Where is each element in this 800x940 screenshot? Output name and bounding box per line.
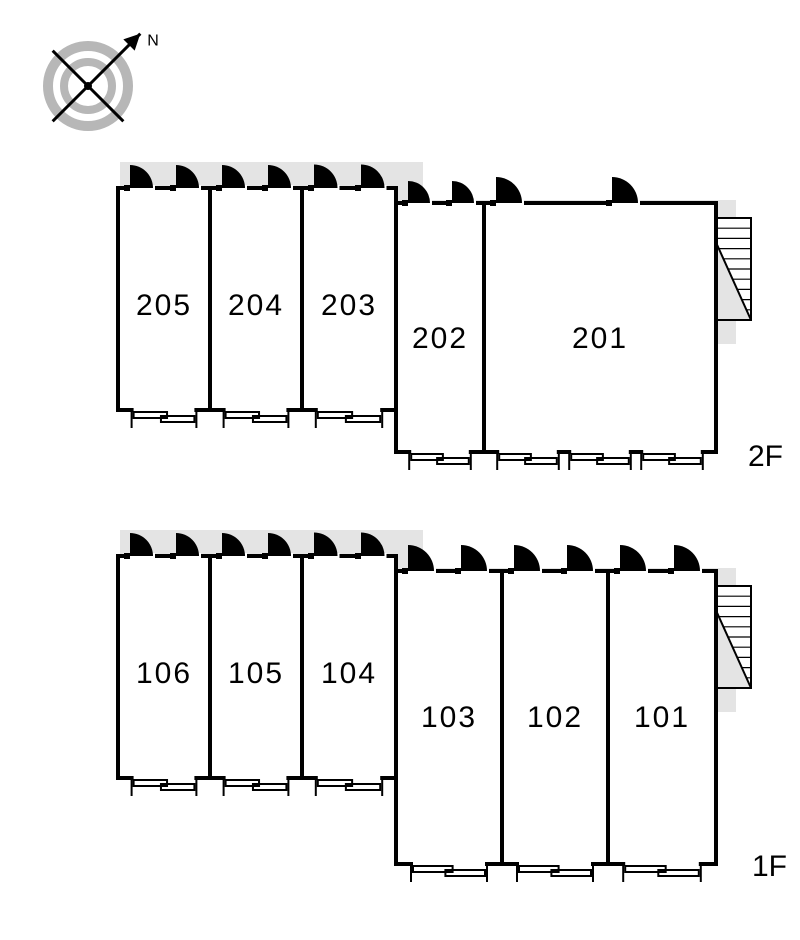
- floor-label: 2F: [748, 440, 783, 473]
- floor-2F: 205 204 203 202 201 2F: [118, 162, 783, 473]
- door-icon: [455, 545, 489, 574]
- window-icon: [316, 775, 382, 796]
- unit-104: 104: [302, 533, 396, 797]
- unit-105: 105: [210, 533, 302, 796]
- door-icon: [606, 177, 640, 206]
- unit-201: 201: [484, 177, 716, 470]
- window-icon: [641, 449, 703, 470]
- window-icon: [132, 775, 197, 796]
- window-icon: [316, 407, 382, 428]
- unit-205: 205: [118, 165, 210, 428]
- window-icon: [409, 449, 471, 470]
- window-icon: [517, 861, 593, 882]
- unit-106: 106: [118, 533, 210, 796]
- unit-label: 205: [136, 289, 192, 322]
- unit-label: 104: [321, 657, 377, 690]
- unit-label: 203: [321, 289, 377, 322]
- unit-label: 101: [634, 701, 690, 734]
- unit-204: 204: [210, 165, 302, 428]
- compass: N: [48, 33, 159, 126]
- unit-101: 101: [608, 545, 716, 882]
- unit-label: 202: [412, 322, 468, 355]
- door-icon: [614, 545, 648, 574]
- window-icon: [411, 861, 487, 882]
- unit-label: 201: [572, 322, 628, 355]
- unit-102: 102: [502, 545, 608, 882]
- floor-label: 1F: [752, 850, 787, 883]
- door-icon: [446, 181, 476, 206]
- window-icon: [224, 407, 289, 428]
- window-icon: [569, 449, 631, 470]
- door-icon: [508, 545, 542, 574]
- unit-label: 103: [421, 701, 477, 734]
- door-icon: [561, 545, 595, 574]
- door-icon: [668, 545, 702, 574]
- unit-103: 103: [396, 545, 502, 882]
- floor-1F: 106 105 104 103 102 101 1F: [118, 530, 787, 883]
- window-icon: [132, 407, 197, 428]
- unit-label: 106: [136, 657, 192, 690]
- window-icon: [224, 775, 289, 796]
- compass-n-label: N: [147, 33, 159, 50]
- unit-label: 204: [228, 289, 284, 322]
- window-icon: [497, 449, 559, 470]
- unit-203: 203: [302, 165, 396, 429]
- window-icon: [623, 861, 701, 882]
- door-icon: [490, 177, 524, 206]
- unit-202: 202: [396, 181, 484, 470]
- unit-label: 102: [527, 701, 583, 734]
- unit-label: 105: [228, 657, 284, 690]
